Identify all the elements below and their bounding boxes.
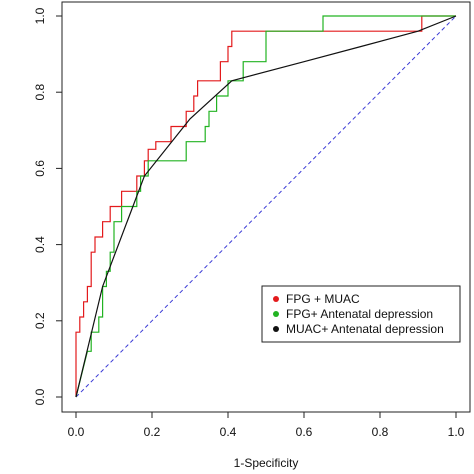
legend-marker-2 [273, 311, 279, 317]
legend-label-2: FPG+ Antenatal depression [286, 307, 433, 321]
x-tick-label: 0.2 [144, 425, 161, 439]
y-tick-label: 0.8 [33, 84, 47, 101]
x-tick-label: 0.8 [372, 425, 389, 439]
series-line-3 [75, 15, 457, 398]
y-tick-label: 1.0 [33, 7, 47, 24]
y-tick-label: 0.6 [33, 160, 47, 177]
x-tick-label: 0.4 [220, 425, 237, 439]
series-line-1 [75, 15, 456, 397]
x-tick-label: 0.6 [296, 425, 313, 439]
plot-frame [61, 1, 471, 413]
reference-diagonal [75, 15, 457, 398]
y-tick-label: 0.4 [33, 236, 47, 253]
legend-label-1: FPG + MUAC [286, 292, 360, 306]
legend-marker-1 [273, 296, 279, 302]
legend-label-3: MUAC+ Antenatal depression [286, 322, 444, 336]
x-tick-label: 1.0 [448, 425, 465, 439]
legend-marker-3 [273, 326, 279, 332]
legend-box [261, 285, 461, 343]
y-tick-label: 0.2 [33, 312, 47, 329]
x-axis-title: 1-Specificity [234, 456, 299, 470]
x-axis: 0.0 0.2 0.4 0.6 0.8 1.0 [68, 412, 465, 439]
y-axis: 0.0 0.2 0.4 0.6 0.8 1.0 [33, 7, 62, 405]
x-tick-label: 0.0 [68, 425, 85, 439]
y-tick-label: 0.0 [33, 388, 47, 405]
